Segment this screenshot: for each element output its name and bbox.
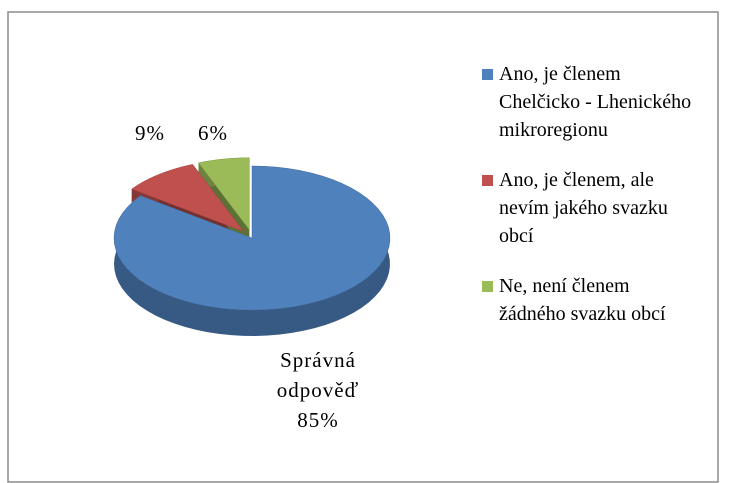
legend-label: Ne, není členem žádného svazku obcí [499,275,666,325]
frame [7,11,719,483]
data-label: 6% [198,121,228,145]
data-label: 9% [135,121,165,145]
legend-label: Ano, je členem Chelčicko - Lhenického mi… [499,63,692,141]
slice-tops [113,157,391,311]
data-label-group: Správná odpověď 85% [258,345,378,435]
legend-item: Ano, je členem, ale nevím jakého svazku … [482,166,697,250]
legend-label: Ano, je členem, ale nevím jakého svazku … [499,169,668,247]
legend-swatch [482,175,493,186]
legend-item: Ano, je členem Chelčicko - Lhenického mi… [482,60,697,144]
legend-swatch [482,281,493,292]
legend: Ano, je členem Chelčicko - Lhenického mi… [482,60,697,350]
slice [198,157,250,231]
annotation: Správná odpověď [276,348,360,402]
slice [131,164,245,232]
legend-swatch [482,69,493,80]
data-label-group: 9% [120,118,180,148]
legend-item: Ne, není členem žádného svazku obcí [482,272,697,328]
data-label-group: 6% [183,118,243,148]
data-label: 85% [297,408,339,432]
slice [113,165,391,311]
